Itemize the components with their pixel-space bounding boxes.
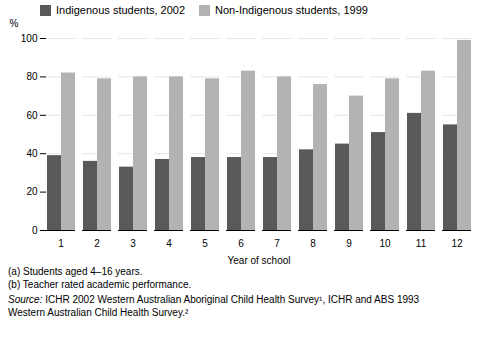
html-text:Indigenous students, 2002: Indigenous students, 2002 (56, 4, 185, 16)
svg-text:4: 4 (166, 238, 172, 249)
svg-text:10: 10 (379, 238, 391, 249)
svg-text:40: 40 (26, 148, 38, 159)
svg-text:80: 80 (26, 71, 38, 82)
svg-text:20: 20 (26, 186, 38, 197)
svg-text:12: 12 (451, 238, 463, 249)
svg-text:Year of school: Year of school (227, 255, 290, 266)
html-text:Source: ICHR 2002 Western Aust: Source: ICHR 2002 Western Australian Abo… (8, 294, 420, 318)
svg-text:9: 9 (346, 238, 352, 249)
svg-text:8: 8 (310, 238, 316, 249)
html-text:(a) Students aged 4–16 years.: (a) Students aged 4–16 years. (8, 266, 143, 277)
svg-text:7: 7 (274, 238, 280, 249)
html-text:Non-Indigenous students, 1999: Non-Indigenous students, 1999 (215, 4, 368, 16)
svg-text:2: 2 (94, 238, 100, 249)
svg-text:5: 5 (202, 238, 208, 249)
svg-text:6: 6 (238, 238, 244, 249)
svg-text:3: 3 (130, 238, 136, 249)
svg-text:11: 11 (416, 238, 427, 249)
html-text:(b) Teacher rated academic per: (b) Teacher rated academic performance. (8, 278, 192, 290)
svg-text:100: 100 (21, 33, 38, 44)
svg-text:0: 0 (32, 225, 38, 236)
svg-text:1: 1 (58, 238, 64, 249)
svg-text:%: % (10, 18, 19, 29)
svg-text:60: 60 (26, 110, 38, 121)
